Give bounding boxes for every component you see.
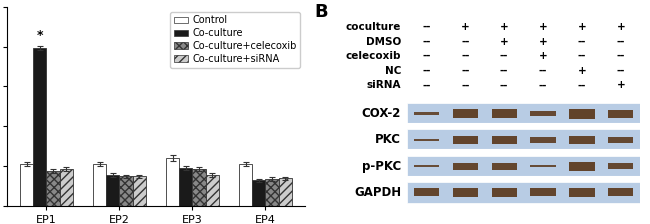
Text: --: -- [617, 37, 625, 47]
Text: celecoxib: celecoxib [346, 51, 401, 61]
Bar [608, 163, 634, 169]
Text: --: -- [617, 66, 625, 76]
Text: PKC: PKC [375, 133, 401, 146]
Text: --: -- [578, 80, 586, 90]
Bar [192, 169, 205, 206]
Text: DMSO: DMSO [366, 37, 401, 47]
Text: +: + [616, 22, 625, 32]
Bar [452, 163, 478, 170]
Bar [93, 164, 106, 206]
Text: +: + [616, 80, 625, 90]
Bar [491, 109, 517, 118]
Bar [414, 112, 439, 115]
Bar [608, 110, 634, 118]
Text: --: -- [578, 37, 586, 47]
Text: +: + [578, 22, 586, 32]
Text: +: + [578, 66, 586, 76]
Text: --: -- [422, 37, 431, 47]
Text: --: -- [422, 66, 431, 76]
Text: --: -- [461, 80, 469, 90]
Bar [414, 165, 439, 167]
Bar [491, 163, 517, 170]
Bar [414, 138, 439, 141]
Text: --: -- [461, 37, 469, 47]
Bar [106, 175, 120, 206]
Text: --: -- [617, 51, 625, 61]
Bar [60, 169, 73, 206]
Bar [205, 175, 218, 206]
Text: --: -- [500, 66, 508, 76]
Bar [530, 165, 556, 168]
Bar [166, 158, 179, 206]
Bar [569, 136, 595, 144]
Text: GAPDH: GAPDH [354, 186, 401, 199]
Text: --: -- [422, 22, 431, 32]
Text: --: -- [422, 51, 431, 61]
Text: NC: NC [385, 66, 401, 76]
Bar [407, 103, 640, 124]
Bar [265, 179, 279, 206]
Bar [33, 48, 46, 206]
Text: +: + [539, 22, 547, 32]
Bar [179, 168, 192, 206]
Text: +: + [500, 22, 508, 32]
Bar [530, 111, 556, 116]
Bar [569, 109, 595, 118]
Bar [414, 188, 439, 196]
Text: --: -- [422, 80, 431, 90]
Text: COX-2: COX-2 [361, 107, 401, 120]
Text: +: + [461, 22, 470, 32]
Text: --: -- [578, 51, 586, 61]
Bar [530, 137, 556, 143]
Text: --: -- [539, 66, 547, 76]
Bar [608, 188, 634, 196]
Text: --: -- [539, 80, 547, 90]
Bar [20, 164, 33, 206]
Bar [46, 171, 60, 206]
Bar [407, 156, 640, 177]
Bar [491, 136, 517, 144]
Bar [239, 164, 252, 206]
Text: --: -- [500, 80, 508, 90]
Bar [452, 188, 478, 197]
Bar [407, 182, 640, 203]
Text: --: -- [461, 66, 469, 76]
Bar [452, 109, 478, 118]
Bar [452, 136, 478, 144]
Bar [530, 188, 556, 196]
Bar [407, 129, 640, 150]
Text: coculture: coculture [346, 22, 401, 32]
Text: --: -- [461, 51, 469, 61]
Bar [569, 188, 595, 196]
Text: +: + [500, 37, 508, 47]
Bar [120, 176, 133, 206]
Text: --: -- [500, 51, 508, 61]
Bar [608, 137, 634, 143]
Text: +: + [539, 51, 547, 61]
Text: +: + [539, 37, 547, 47]
Text: siRNA: siRNA [367, 80, 401, 90]
Bar [279, 178, 292, 206]
Text: *: * [36, 29, 43, 42]
Text: p-PKC: p-PKC [362, 159, 401, 173]
Bar [569, 162, 595, 171]
Legend: Control, Co-culture, Co-culture+celecoxib, Co-culture+siRNA: Control, Co-culture, Co-culture+celecoxi… [170, 12, 300, 68]
Text: B: B [314, 3, 328, 21]
Bar [133, 176, 146, 206]
Bar [252, 180, 265, 206]
Bar [491, 188, 517, 196]
